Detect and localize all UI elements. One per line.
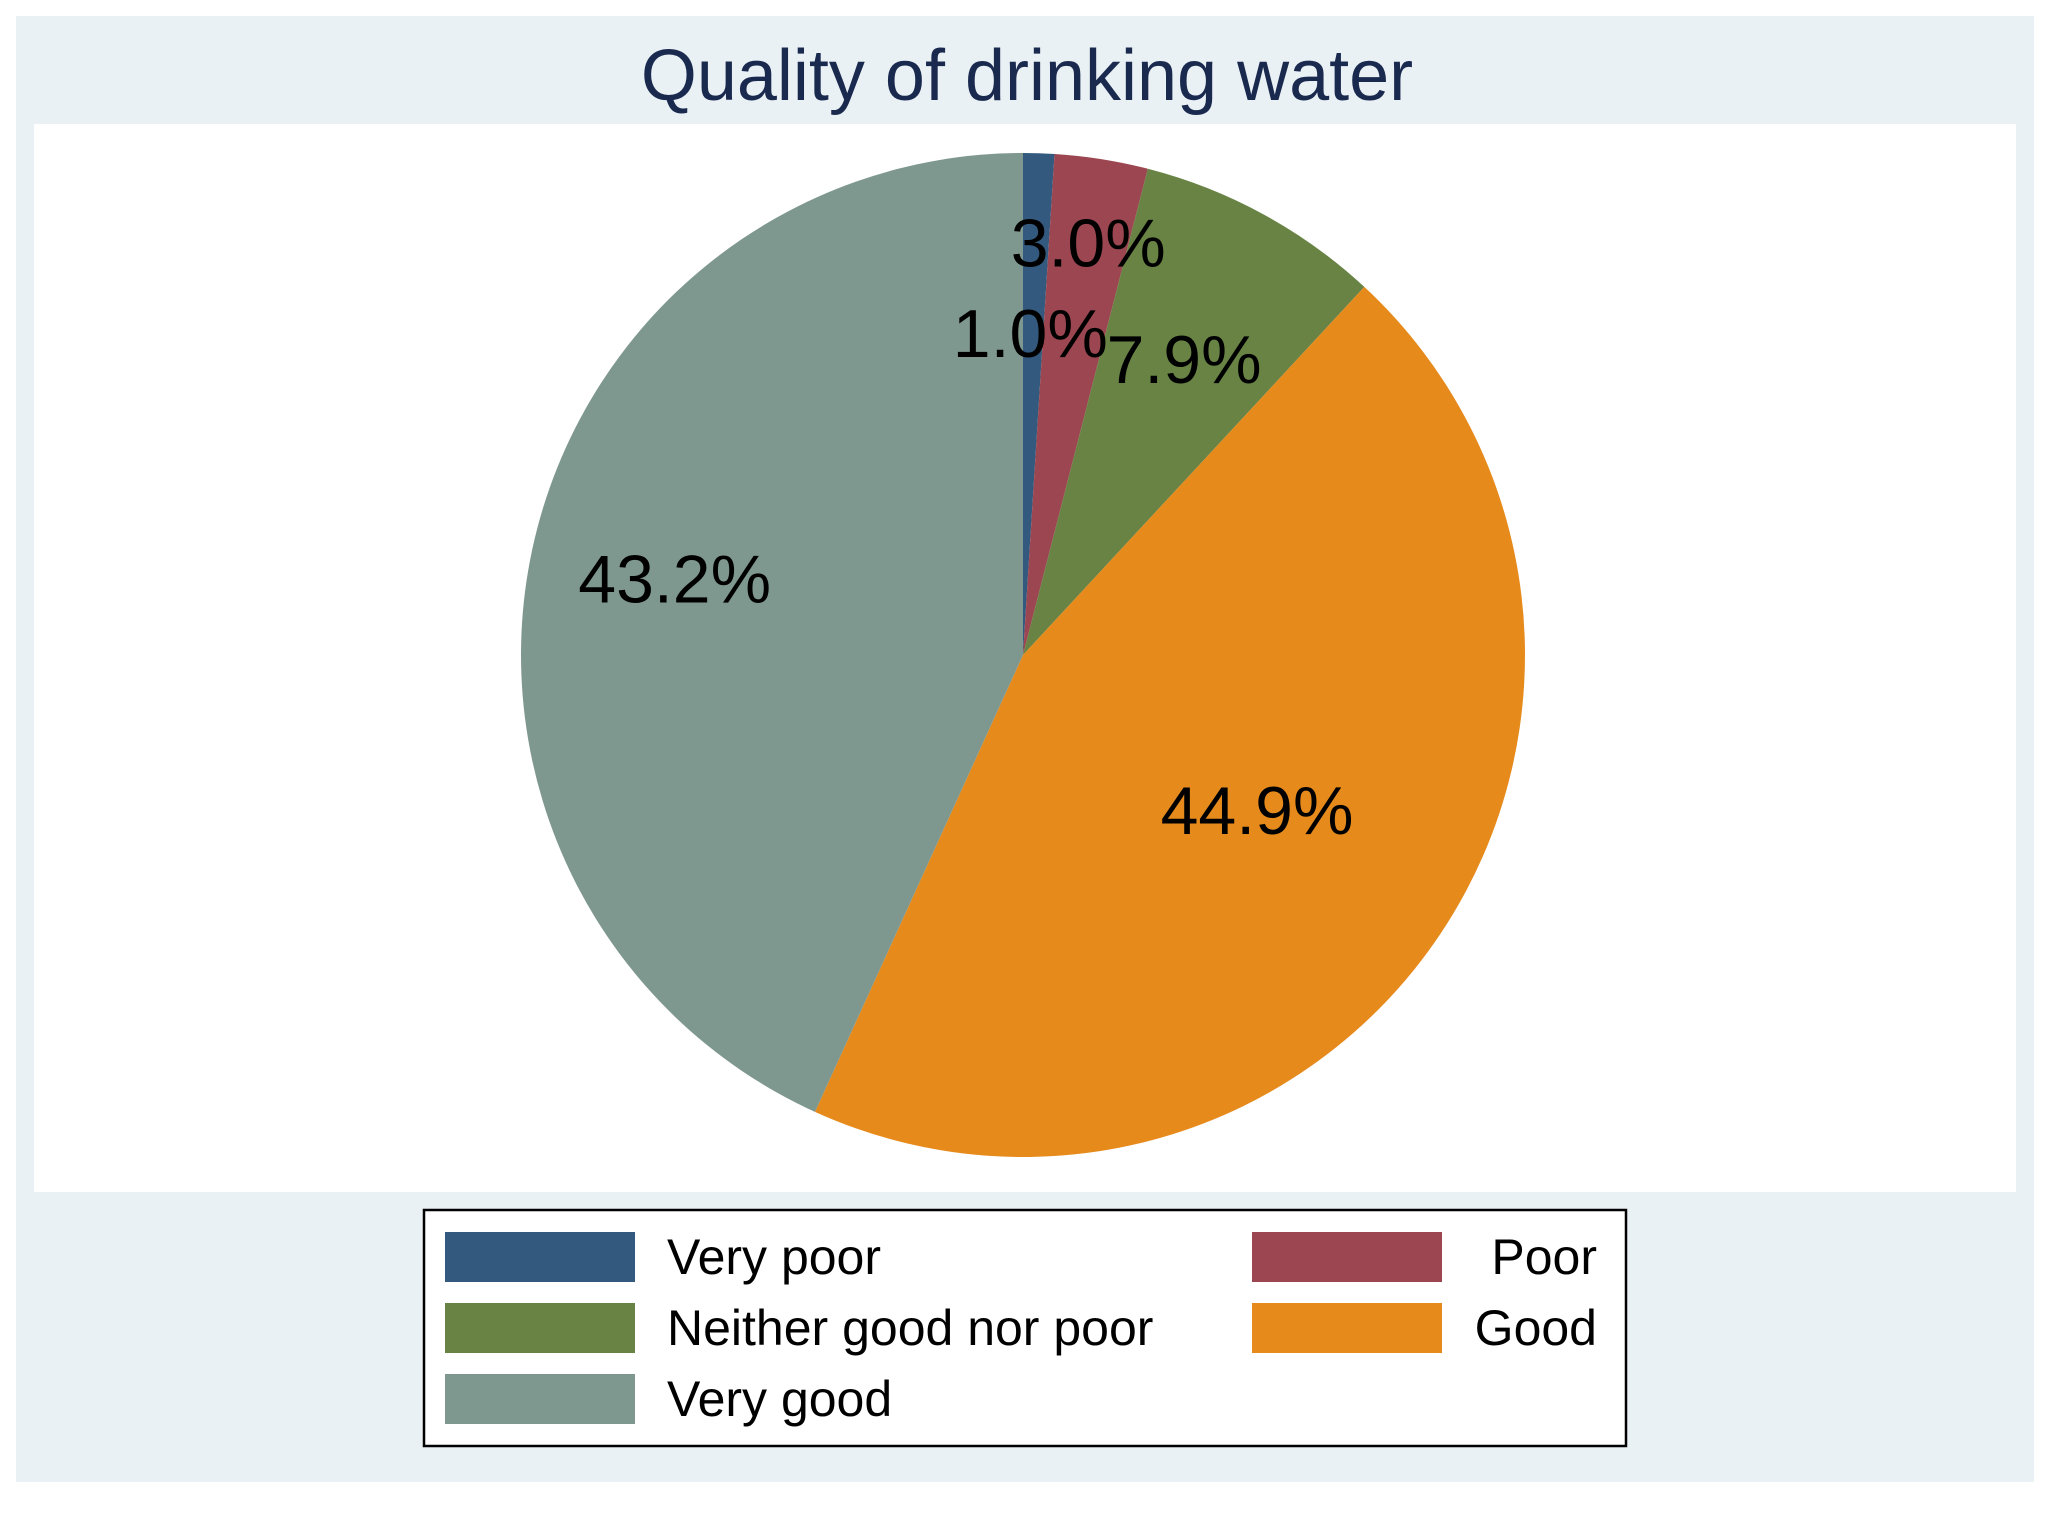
legend-label-good: Good xyxy=(1475,1300,1597,1356)
legend-swatch-very-good xyxy=(445,1374,635,1424)
slice-label-neither-good-nor-poor: 7.9% xyxy=(1107,322,1262,398)
legend-swatch-good xyxy=(1252,1303,1442,1353)
slice-label-good: 44.9% xyxy=(1161,773,1354,849)
legend-label-neither-good-nor-poor: Neither good nor poor xyxy=(667,1300,1153,1356)
legend-swatch-poor xyxy=(1252,1232,1442,1282)
slice-label-poor: 3.0% xyxy=(1011,206,1166,282)
legend-swatch-neither-good-nor-poor xyxy=(445,1303,635,1353)
legend-items: Very poor Poor Neither good nor poor Good Ve… xyxy=(445,1229,1597,1427)
pie-slice-very-good xyxy=(521,153,1023,1112)
legend-label-very-good: Very good xyxy=(667,1371,892,1427)
slice-label-very-good: 43.2% xyxy=(578,541,771,617)
pie-slice-very-poor xyxy=(1023,153,1055,655)
pie-slice-good xyxy=(814,286,1525,1157)
legend-swatch-very-poor xyxy=(445,1232,635,1282)
pie-slices xyxy=(521,153,1525,1157)
pie-labels: 1.0% 3.0% 7.9% 44.9% 43.2% xyxy=(578,206,1353,849)
chart-title: Quality of drinking water xyxy=(641,36,1413,116)
slice-label-very-poor: 1.0% xyxy=(953,296,1108,372)
pie-slice-neither-good-nor-poor xyxy=(1023,168,1365,655)
legend: Very poor Poor Neither good nor poor Good Ve… xyxy=(422,1208,1628,1448)
legend-label-very-poor: Very poor xyxy=(667,1229,881,1285)
pie-slice-poor xyxy=(1023,153,1148,656)
legend-label-poor: Poor xyxy=(1491,1229,1597,1285)
